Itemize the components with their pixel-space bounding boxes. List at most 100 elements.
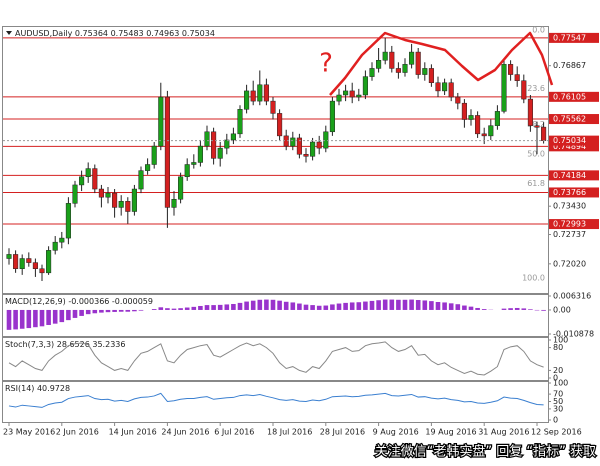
x-tick-label: 12 Sep 2016 — [531, 428, 582, 437]
macd-bar — [448, 303, 454, 310]
macd-bar — [99, 309, 104, 313]
macd-panel-frame — [2, 294, 549, 337]
candle-body — [92, 168, 98, 190]
candle-body — [138, 170, 144, 190]
candle-body — [428, 68, 434, 83]
candle-body — [244, 90, 250, 110]
candle-body — [442, 82, 448, 92]
level-label: 0.77547 — [553, 33, 586, 42]
macd-bar — [52, 309, 58, 324]
macd-bar — [6, 309, 12, 330]
macd-bar — [468, 306, 474, 310]
macd-bar — [79, 309, 84, 316]
candle-body — [389, 51, 395, 69]
macd-bar — [369, 300, 375, 310]
macd-bar — [442, 302, 447, 310]
candle-body — [395, 68, 401, 73]
price-header: AUDUSD,Daily 0.75364 0.75483 0.74963 0.7… — [15, 29, 215, 38]
macd-bar — [435, 302, 441, 310]
macd-bar — [244, 301, 249, 310]
candle-body — [131, 188, 137, 212]
candle-body — [343, 90, 349, 96]
macd-bar — [382, 299, 388, 310]
y-tick-label: 0.73430 — [553, 202, 586, 211]
candle-body — [527, 98, 533, 126]
candle-body — [6, 254, 12, 259]
level-label: 0.76105 — [553, 92, 586, 101]
y-tick-label: 0.00 — [553, 305, 571, 314]
candle-body — [46, 250, 52, 274]
candle-body — [39, 268, 45, 274]
fib-label: 23.6 — [527, 84, 545, 93]
macd-header: MACD(12,26,9) -0.000366 -0.000059 — [5, 297, 153, 306]
price-panel-frame — [2, 26, 549, 294]
macd-bar — [171, 308, 177, 310]
macd-bar — [66, 309, 71, 321]
candle-body — [277, 113, 283, 137]
macd-bar — [231, 303, 236, 310]
macd-bar — [184, 307, 190, 310]
candle-body — [158, 96, 164, 147]
candle-body — [468, 115, 474, 120]
candle-body — [125, 201, 131, 212]
x-tick-label: 19 Aug 2016 — [425, 428, 476, 437]
candle-body — [85, 168, 91, 178]
macd-bar — [118, 309, 124, 312]
candle-body — [270, 100, 276, 114]
macd-bar — [528, 309, 533, 310]
y-tick-label: 0 — [553, 374, 558, 383]
candle-body — [349, 90, 355, 98]
macd-bar — [297, 303, 302, 310]
candle-body — [59, 237, 65, 243]
macd-bar — [415, 300, 421, 310]
macd-bar — [277, 300, 282, 310]
candle-body — [197, 145, 203, 163]
candle-body — [475, 115, 481, 135]
level-label: 0.72993 — [553, 220, 586, 229]
x-tick-label: 18 Jul 2016 — [267, 428, 312, 437]
macd-bar — [521, 308, 527, 310]
macd-bar — [132, 309, 137, 312]
macd-bar — [178, 308, 183, 310]
macd-bar — [475, 307, 480, 310]
pattern-annotation — [329, 31, 554, 96]
candle-body — [336, 94, 342, 102]
candle-body — [514, 74, 520, 81]
macd-bar — [376, 300, 381, 310]
macd-bar — [33, 309, 38, 328]
candle-body — [409, 51, 415, 65]
candle-body — [224, 139, 230, 149]
candle-body — [164, 96, 170, 208]
macd-bar — [310, 305, 315, 310]
level-box — [549, 91, 599, 102]
macd-bar — [85, 309, 91, 315]
macd-bar — [303, 304, 309, 310]
candle-body — [13, 254, 19, 269]
macd-bar — [356, 302, 362, 310]
candle-body — [263, 84, 269, 102]
macd-bar — [250, 300, 256, 310]
candle-body — [217, 147, 223, 159]
macd-bar — [422, 300, 428, 310]
y-tick-label: 30 — [553, 404, 563, 413]
panel-icon — [6, 31, 12, 35]
candle-body — [323, 131, 329, 149]
macd-bar — [323, 305, 329, 310]
macd-bar — [211, 305, 216, 310]
candle-body — [65, 203, 71, 239]
macd-bar — [455, 304, 461, 310]
candle-body — [402, 64, 408, 73]
candle-body — [105, 192, 111, 198]
macd-bar — [26, 309, 32, 329]
macd-bar — [363, 301, 368, 310]
y-tick-label: -0.010878 — [553, 330, 594, 339]
candle-body — [72, 184, 78, 204]
rsi-header: RSI(14) 40.9728 — [5, 384, 70, 393]
level-label: 0.75562 — [553, 115, 586, 124]
candle-body — [376, 60, 382, 69]
candle-body — [112, 192, 118, 208]
macd-bar — [508, 308, 513, 310]
candle-body — [19, 258, 25, 269]
macd-bar — [204, 305, 210, 310]
question-mark: ? — [319, 49, 333, 79]
